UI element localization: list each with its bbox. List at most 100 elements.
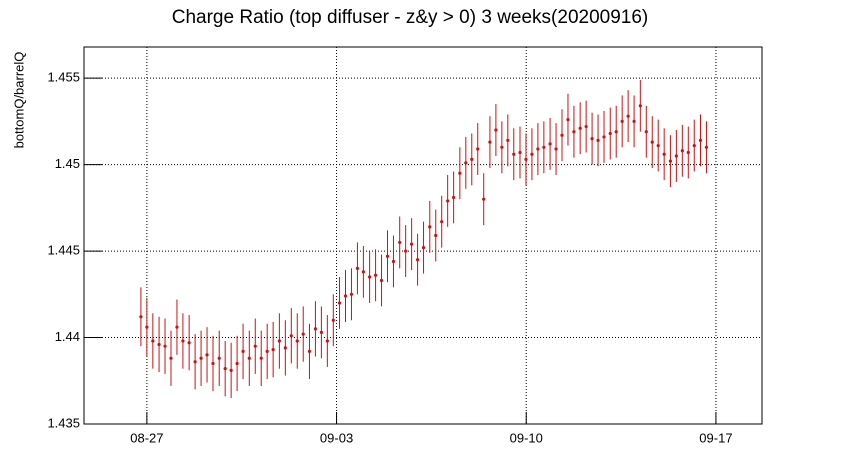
data-point xyxy=(638,104,642,108)
data-point xyxy=(241,349,245,353)
data-point xyxy=(662,152,666,156)
data-point xyxy=(404,249,408,253)
data-point xyxy=(151,339,155,343)
data-point xyxy=(373,273,378,277)
data-point xyxy=(440,220,444,224)
data-point xyxy=(452,195,456,200)
y-tick-label: 1.445 xyxy=(47,243,80,258)
data-point xyxy=(434,233,438,238)
data-point xyxy=(560,133,564,137)
data-point xyxy=(590,137,594,141)
data-point xyxy=(698,138,703,142)
data-point xyxy=(692,143,696,148)
data-point xyxy=(398,240,402,245)
data-point xyxy=(295,339,299,343)
data-point xyxy=(650,140,654,144)
data-point xyxy=(512,152,516,156)
data-point xyxy=(524,157,528,162)
data-point xyxy=(301,332,305,336)
data-point xyxy=(277,339,281,343)
data-point xyxy=(145,325,149,329)
y-tick-label: 1.455 xyxy=(47,70,80,85)
data-point xyxy=(494,128,498,132)
x-tick-label: 09-17 xyxy=(699,430,732,445)
data-point xyxy=(211,361,215,366)
data-point xyxy=(518,150,522,155)
data-point xyxy=(464,161,468,165)
data-point xyxy=(361,270,365,274)
data-point xyxy=(620,119,624,123)
data-point xyxy=(500,145,504,149)
data-point xyxy=(608,131,612,136)
data-point xyxy=(355,266,360,270)
data-point xyxy=(368,275,372,279)
data-point xyxy=(674,154,678,158)
plot-frame xyxy=(83,46,763,425)
data-point xyxy=(169,356,173,360)
y-axis-label: bottomQ/barrelQ xyxy=(11,52,26,149)
data-point xyxy=(271,348,275,352)
data-point xyxy=(506,138,510,142)
data-point xyxy=(253,344,257,348)
data-point xyxy=(458,171,462,175)
data-point xyxy=(307,349,312,353)
data-point xyxy=(542,145,546,149)
data-point xyxy=(470,157,474,162)
data-point xyxy=(139,315,143,319)
data-point xyxy=(175,325,179,329)
x-tick-label: 09-10 xyxy=(510,430,543,445)
data-point xyxy=(584,124,588,129)
data-point xyxy=(668,159,673,163)
data-point xyxy=(331,318,335,322)
data-point xyxy=(656,143,660,148)
data-point xyxy=(686,150,690,155)
data-point xyxy=(566,118,570,122)
data-point xyxy=(235,361,239,366)
data-point xyxy=(181,339,185,343)
data-point xyxy=(229,368,233,372)
data-point xyxy=(391,259,396,264)
data-point xyxy=(578,126,582,130)
data-point xyxy=(536,147,540,151)
chart-title: Charge Ratio (top diffuser - z&y > 0) 3 … xyxy=(172,7,648,28)
data-point xyxy=(265,349,269,353)
data-point xyxy=(319,330,323,334)
data-point xyxy=(476,147,480,151)
data-point xyxy=(410,242,414,246)
data-point xyxy=(193,360,197,364)
data-point xyxy=(313,327,318,331)
data-point xyxy=(644,130,648,134)
data-point xyxy=(337,301,342,305)
data-point xyxy=(530,152,534,156)
data-point xyxy=(349,292,354,296)
y-tick-label: 1.45 xyxy=(55,156,80,171)
data-point xyxy=(199,356,203,360)
data-point xyxy=(428,225,432,229)
data-point xyxy=(289,334,293,338)
data-point xyxy=(614,130,618,134)
data-point xyxy=(325,339,329,343)
data-point xyxy=(379,278,384,283)
data-point xyxy=(482,197,486,201)
data-point xyxy=(704,145,709,149)
data-point xyxy=(205,353,209,357)
data-point xyxy=(548,142,552,146)
y-tick-label: 1.44 xyxy=(55,329,80,344)
data-point xyxy=(488,140,492,144)
data-point xyxy=(554,147,558,151)
data-point xyxy=(596,138,600,142)
x-tick-label: 08-27 xyxy=(130,430,163,445)
data-point xyxy=(632,119,636,123)
data-point xyxy=(163,344,167,348)
data-point xyxy=(217,356,221,360)
y-tick-label: 1.435 xyxy=(47,415,80,430)
data-point xyxy=(343,294,348,298)
data-point xyxy=(680,149,684,153)
data-point xyxy=(626,114,630,118)
data-point xyxy=(421,246,426,250)
data-point xyxy=(446,199,450,203)
data-point xyxy=(187,341,191,345)
data-point xyxy=(283,346,287,350)
